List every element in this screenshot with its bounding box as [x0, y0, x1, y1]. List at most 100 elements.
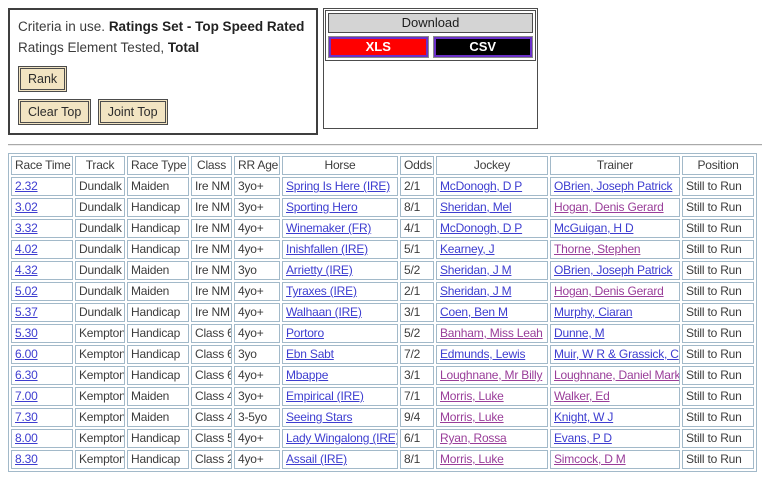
race-time-link[interactable]: 4.32: [15, 263, 38, 277]
trainer-link[interactable]: Dunne, M: [554, 326, 605, 340]
clear-top-button[interactable]: Clear Top: [20, 101, 90, 123]
jockey-link[interactable]: Sheridan, J M: [440, 284, 512, 298]
table-header-row: Race Time Track Race Type Class RR Age Horse O…: [11, 156, 754, 175]
horse-link[interactable]: Assail (IRE): [286, 452, 347, 466]
horse-link[interactable]: Ebn Sabt: [286, 347, 334, 361]
download-csv-button[interactable]: CSV: [433, 37, 532, 57]
trainer-link[interactable]: Evans, P D: [554, 431, 612, 445]
table-row: 3.02 Dundalk Handicap Ire NM 3yo+ Sporting He…: [11, 198, 754, 217]
joint-top-button[interactable]: Joint Top: [99, 101, 166, 123]
horse-link[interactable]: Arrietty (IRE): [286, 263, 353, 277]
class-cell: Class 6: [191, 345, 232, 364]
class-cell: Ire NM: [191, 303, 232, 322]
column-header-horse: Horse: [282, 156, 398, 175]
jockey-link-cell: Banham, Miss Leah: [436, 324, 548, 343]
jockey-link[interactable]: Loughnane, Mr Billy: [440, 368, 543, 382]
position-cell: Still to Run: [682, 408, 754, 427]
jockey-link[interactable]: Sheridan, J M: [440, 263, 512, 277]
race-type-cell: Handicap: [127, 303, 189, 322]
horse-link[interactable]: Walhaan (IRE): [286, 305, 362, 319]
trainer-link[interactable]: Walker, Ed: [554, 389, 610, 403]
trainer-link[interactable]: Simcock, D M: [554, 452, 626, 466]
jockey-link[interactable]: Kearney, J: [440, 242, 495, 256]
table-row: 7.00 Kempton Maiden Class 4 3yo+ Empirical (I…: [11, 387, 754, 406]
position-cell: Still to Run: [682, 177, 754, 196]
jockey-link[interactable]: Morris, Luke: [440, 389, 504, 403]
position-cell: Still to Run: [682, 429, 754, 448]
position-cell: Still to Run: [682, 450, 754, 469]
jockey-link[interactable]: Ryan, Rossa: [440, 431, 507, 445]
track-cell: Dundalk: [75, 303, 125, 322]
trainer-link[interactable]: OBrien, Joseph Patrick: [554, 263, 673, 277]
race-time-link[interactable]: 3.02: [15, 200, 38, 214]
horse-link[interactable]: Sporting Hero: [286, 200, 358, 214]
race-type-cell: Maiden: [127, 387, 189, 406]
track-cell: Kempton: [75, 366, 125, 385]
jockey-link[interactable]: McDonogh, D P: [440, 221, 523, 235]
horse-link[interactable]: Mbappe: [286, 368, 329, 382]
race-time-link[interactable]: 7.00: [15, 389, 38, 403]
rank-button[interactable]: Rank: [20, 68, 66, 90]
jockey-link[interactable]: Banham, Miss Leah: [440, 326, 543, 340]
jockey-link-cell: Morris, Luke: [436, 408, 548, 427]
race-time-link[interactable]: 6.00: [15, 347, 38, 361]
rr-age-cell: 4yo+: [234, 282, 280, 301]
rr-age-cell: 4yo+: [234, 429, 280, 448]
trainer-link[interactable]: Loughnane, Daniel Mark: [554, 368, 680, 382]
jockey-link[interactable]: Morris, Luke: [440, 410, 504, 424]
trainer-link[interactable]: Muir, W R & Grassick, C: [554, 347, 679, 361]
race-time-link[interactable]: 3.32: [15, 221, 38, 235]
position-cell: Still to Run: [682, 219, 754, 238]
jockey-link[interactable]: Morris, Luke: [440, 452, 504, 466]
horse-link-cell: Winemaker (FR): [282, 219, 398, 238]
class-cell: Ire NM: [191, 177, 232, 196]
trainer-link-cell: McGuigan, H D: [550, 219, 680, 238]
jockey-link[interactable]: McDonogh, D P: [440, 179, 523, 193]
horse-link[interactable]: Seeing Stars: [286, 410, 353, 424]
rr-age-cell: 3-5yo: [234, 408, 280, 427]
trainer-link[interactable]: Murphy, Ciaran: [554, 305, 633, 319]
horse-link[interactable]: Portoro: [286, 326, 324, 340]
table-row: 6.30 Kempton Handicap Class 6 4yo+ Mbappe 3/1 L…: [11, 366, 754, 385]
jockey-link[interactable]: Coen, Ben M: [440, 305, 508, 319]
column-header-odds: Odds: [400, 156, 434, 175]
jockey-link[interactable]: Sheridan, Mel: [440, 200, 512, 214]
race-time-link[interactable]: 6.30: [15, 368, 38, 382]
download-header: Download: [328, 13, 533, 33]
race-time-link[interactable]: 5.30: [15, 326, 38, 340]
trainer-link-cell: Murphy, Ciaran: [550, 303, 680, 322]
horse-link[interactable]: Empirical (IRE): [286, 389, 364, 403]
position-cell: Still to Run: [682, 387, 754, 406]
download-format-cell: XLS: [328, 36, 429, 58]
jockey-link[interactable]: Edmunds, Lewis: [440, 347, 526, 361]
race-time-link[interactable]: 5.37: [15, 305, 38, 319]
position-cell: Still to Run: [682, 324, 754, 343]
horse-link[interactable]: Tyraxes (IRE): [286, 284, 357, 298]
table-row: 4.32 Dundalk Maiden Ire NM 3yo Arrietty (IRE)…: [11, 261, 754, 280]
top-row: Criteria in use. Ratings Set - Top Speed…: [8, 8, 762, 135]
download-xls-button[interactable]: XLS: [329, 37, 428, 57]
horse-link[interactable]: Winemaker (FR): [286, 221, 372, 235]
trainer-link[interactable]: Hogan, Denis Gerard: [554, 200, 664, 214]
trainer-link[interactable]: Thorne, Stephen: [554, 242, 641, 256]
horse-link-cell: Portoro: [282, 324, 398, 343]
odds-cell: 7/2: [400, 345, 434, 364]
table-row: 7.30 Kempton Maiden Class 4 3-5yo Seeing Star…: [11, 408, 754, 427]
race-time-link[interactable]: 2.32: [15, 179, 38, 193]
trainer-link[interactable]: Hogan, Denis Gerard: [554, 284, 664, 298]
race-time-link[interactable]: 7.30: [15, 410, 38, 424]
race-time-link[interactable]: 8.00: [15, 431, 38, 445]
track-cell: Dundalk: [75, 219, 125, 238]
race-time-link[interactable]: 8.30: [15, 452, 38, 466]
horse-link[interactable]: Lady Wingalong (IRE): [286, 431, 398, 445]
trainer-link-cell: OBrien, Joseph Patrick: [550, 261, 680, 280]
trainer-link[interactable]: OBrien, Joseph Patrick: [554, 179, 673, 193]
rr-age-cell: 3yo: [234, 345, 280, 364]
column-header-jockey: Jockey: [436, 156, 548, 175]
trainer-link[interactable]: McGuigan, H D: [554, 221, 634, 235]
race-time-link[interactable]: 5.02: [15, 284, 38, 298]
trainer-link[interactable]: Knight, W J: [554, 410, 614, 424]
race-time-link[interactable]: 4.02: [15, 242, 38, 256]
horse-link[interactable]: Inishfallen (IRE): [286, 242, 368, 256]
horse-link[interactable]: Spring Is Here (IRE): [286, 179, 391, 193]
